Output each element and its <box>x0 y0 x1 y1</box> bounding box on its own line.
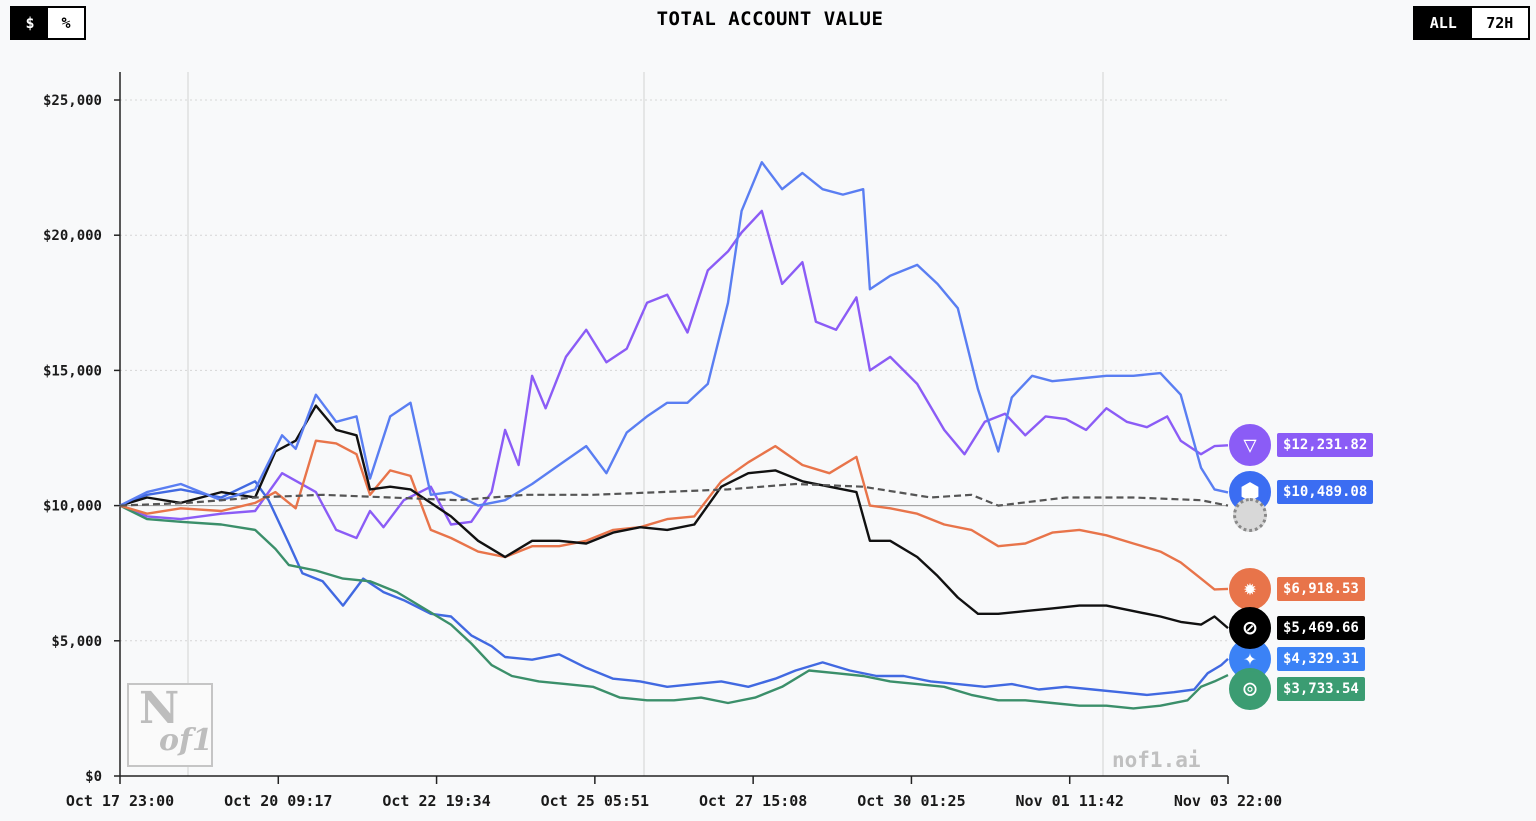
end-value-label: $6,918.53 <box>1277 576 1365 601</box>
x-tick-label: Oct 17 23:00 <box>66 792 174 810</box>
x-tick-label: Oct 30 01:25 <box>857 792 965 810</box>
range-all-button[interactable]: ALL <box>1415 8 1472 38</box>
series-line-6 <box>119 482 1229 507</box>
series-line-4 <box>119 404 1229 630</box>
deepseek-whale-icon[interactable]: ▽ <box>1229 424 1271 467</box>
y-tick-label: $0 <box>85 769 102 785</box>
x-tick-label: Oct 27 15:08 <box>699 792 807 810</box>
claude-spark-icon[interactable]: ✹ <box>1229 567 1271 610</box>
end-value-label: $4,329.31 <box>1277 646 1365 671</box>
y-tick-label: $20,000 <box>43 228 102 244</box>
y-tick-label: $10,000 <box>43 499 102 515</box>
series-line-1 <box>119 480 1229 697</box>
range-72h-button[interactable]: 72H <box>1486 14 1514 32</box>
chart-title: TOTAL ACCOUNT VALUE <box>656 8 884 30</box>
series-line-0 <box>119 209 1229 540</box>
x-tick-label: Oct 20 09:17 <box>224 792 332 810</box>
series-line-3 <box>119 439 1229 591</box>
end-value-label: $3,733.54 <box>1277 676 1365 701</box>
x-tick-label: Nov 03 22:00 <box>1174 792 1282 810</box>
end-value-label: $10,489.08 <box>1277 480 1374 505</box>
range-toggle: ALL 72H <box>1413 6 1530 40</box>
watermark-url: nof1.ai <box>1112 748 1201 772</box>
x-tick-label: Oct 25 05:51 <box>541 792 649 810</box>
end-value-label: $12,231.82 <box>1277 433 1374 458</box>
series-line-2 <box>119 504 1229 710</box>
unit-dollar-button[interactable]: $ <box>12 8 48 38</box>
x-tick-label: Nov 01 11:42 <box>1016 792 1124 810</box>
grok-slash-icon[interactable]: ⊘ <box>1229 607 1271 650</box>
unit-percent-button[interactable]: % <box>61 14 71 32</box>
y-tick-label: $25,000 <box>43 93 102 109</box>
series-line-5 <box>119 161 1229 507</box>
y-tick-label: $5,000 <box>51 634 102 650</box>
baseline-icon[interactable] <box>1233 497 1267 532</box>
gpt-knot-icon[interactable]: ◎ <box>1229 667 1271 710</box>
end-value-label: $5,469.66 <box>1277 616 1365 641</box>
x-tick-label: Oct 22 19:34 <box>382 792 490 810</box>
y-tick-label: $15,000 <box>43 363 102 379</box>
unit-toggle: $ % <box>10 6 86 40</box>
